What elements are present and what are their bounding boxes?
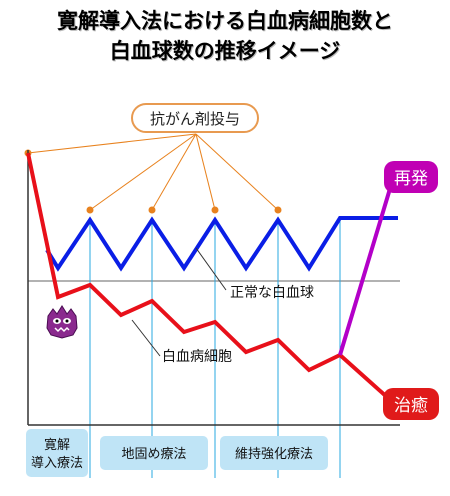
leukemia-callout <box>131 319 161 357</box>
cure-label: 治癒 <box>394 396 428 416</box>
chemo-label-box <box>131 103 259 133</box>
phase-consolidation-label: 地固め療法 <box>121 447 186 462</box>
chemo-line-1 <box>89 133 197 211</box>
chemo-dot-2 <box>148 206 156 214</box>
phase-induction-line-1: 寛解 <box>44 437 70 453</box>
title-line-2: 白血球数の推移イメージ <box>109 39 341 63</box>
chemo-dots <box>24 149 282 214</box>
chemo-dot-3 <box>211 206 219 214</box>
title-line-1: 寛解導入法における白血病細胞数と <box>57 9 393 33</box>
page-title: 寛解導入法における白血病細胞数と 白血球数の推移イメージ <box>0 6 450 66</box>
chemo-dot-1 <box>86 206 94 214</box>
phase-induction-line-2: 導入療法 <box>31 456 83 471</box>
chemo-label: 抗がん剤投与 <box>150 110 240 128</box>
phase-box-induction <box>26 429 88 477</box>
chemo-line-0 <box>27 133 197 154</box>
chemo-lines <box>27 133 279 211</box>
relapse-line <box>338 181 394 356</box>
cure-badge <box>383 388 439 420</box>
normal-wbc-label: 正常な白血球 <box>230 285 314 301</box>
relapse-label: 再発 <box>394 169 428 189</box>
chemo-dot-4 <box>274 206 282 214</box>
leukemia-label: 白血病細胞 <box>162 349 232 365</box>
chemo-line-3 <box>195 133 216 211</box>
chemo-line-4 <box>195 133 279 211</box>
phase-box-consolidation <box>100 436 208 470</box>
normal-wbc-callout <box>195 247 227 291</box>
phase-box-maintenance <box>220 436 328 470</box>
phase-maintenance-label: 維持強化療法 <box>235 447 313 462</box>
normal-wbc-line <box>45 216 398 272</box>
leukemia-monster-icon <box>46 305 78 339</box>
chemo-line-2 <box>151 133 197 211</box>
leukemia-line <box>26 152 390 400</box>
relapse-badge <box>384 161 438 193</box>
